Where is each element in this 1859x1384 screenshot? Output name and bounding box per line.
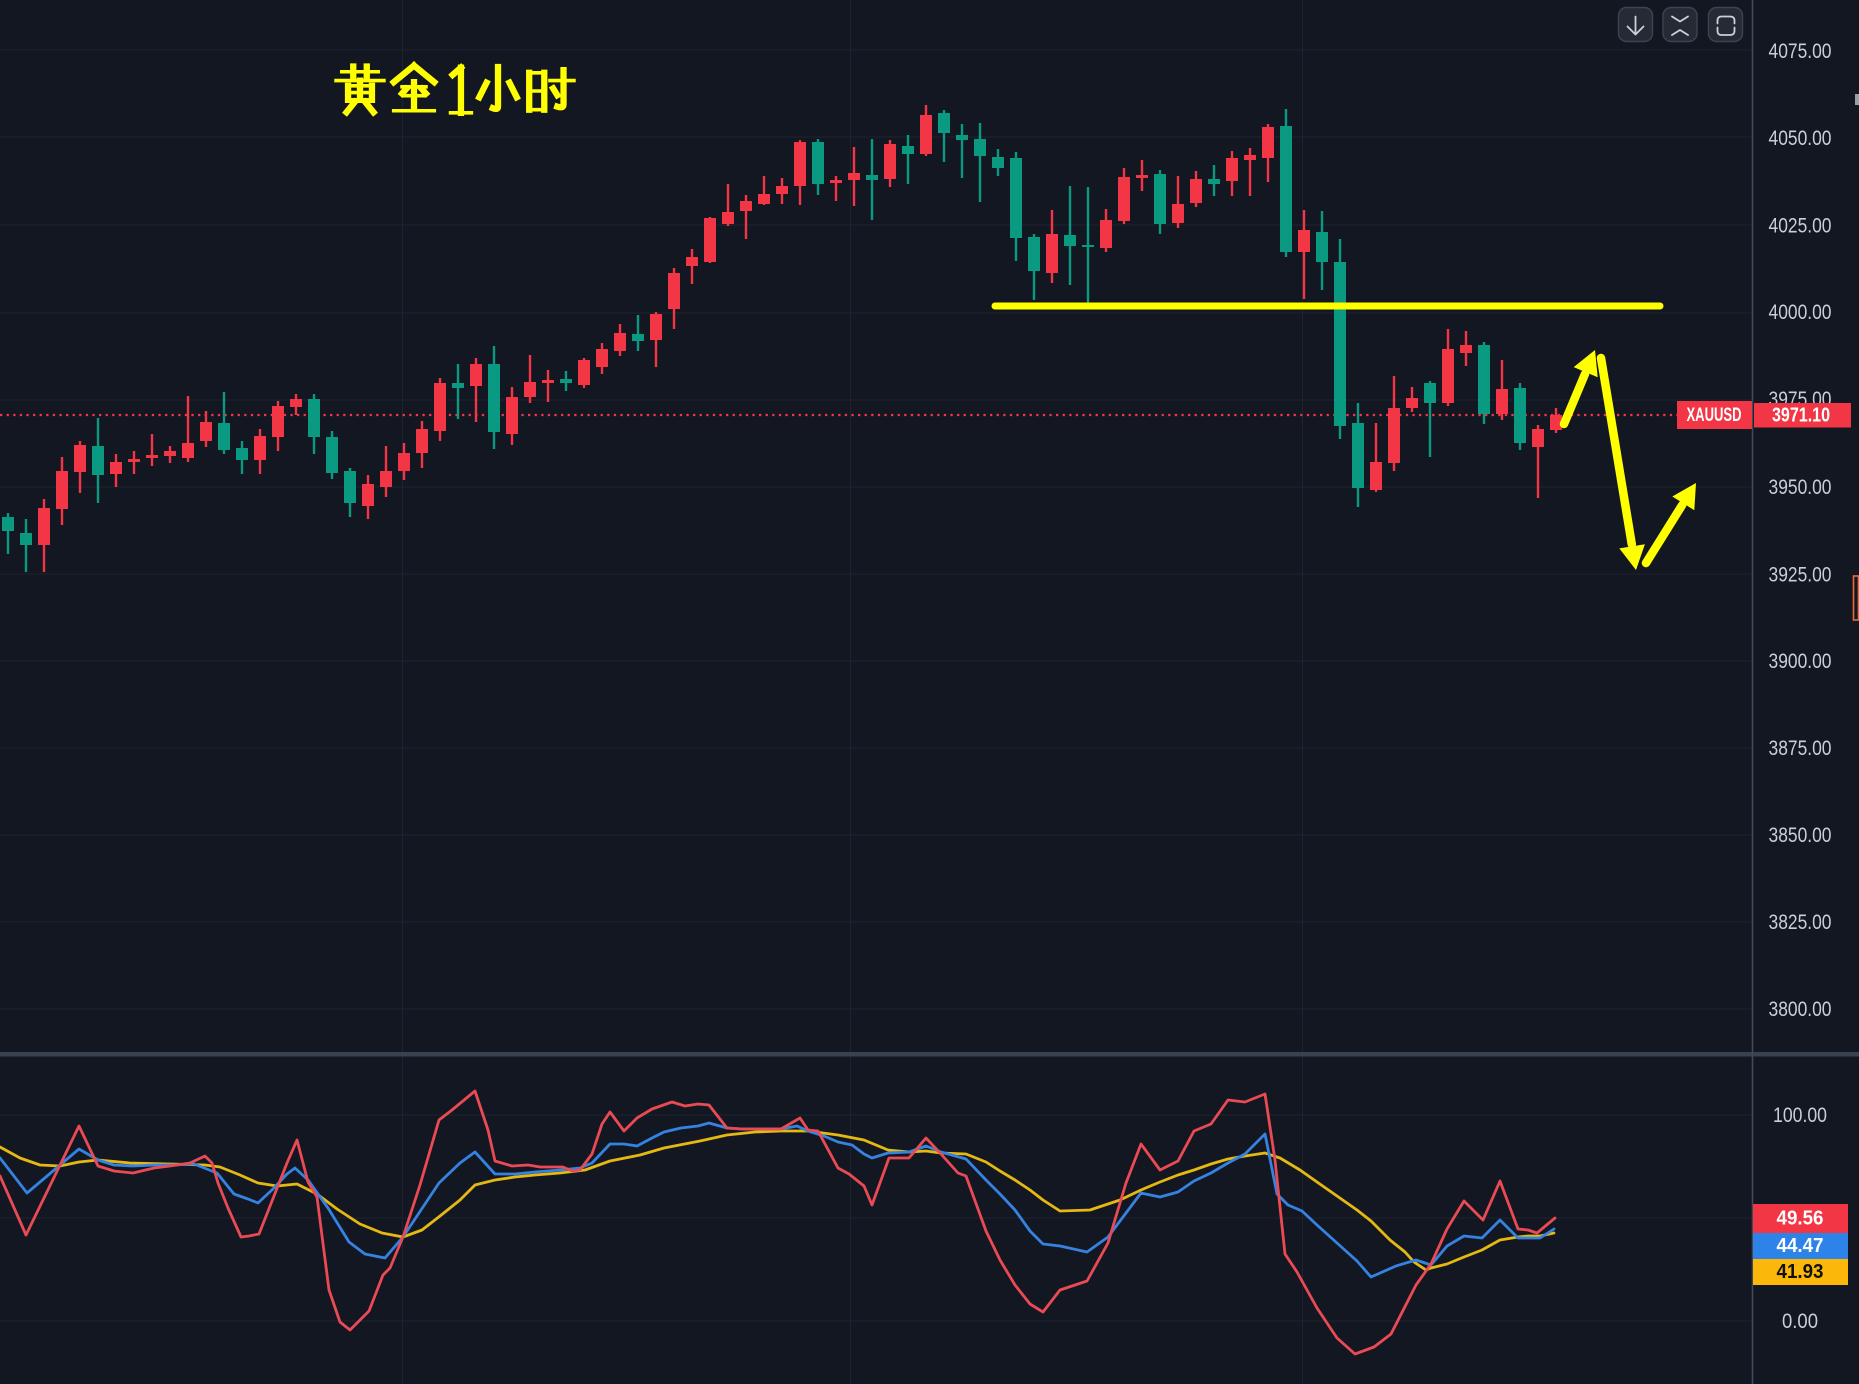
svg-text:4025.00: 4025.00 [1769,214,1832,238]
svg-text:44.47: 44.47 [1777,1235,1824,1257]
svg-text:3900.00: 3900.00 [1769,649,1832,673]
svg-text:3971.10: 3971.10 [1772,405,1830,427]
svg-text:3825.00: 3825.00 [1769,910,1832,934]
svg-text:3875.00: 3875.00 [1769,736,1832,760]
svg-text:100.00: 100.00 [1773,1103,1827,1127]
svg-text:0.00: 0.00 [1782,1309,1818,1333]
svg-text:3925.00: 3925.00 [1769,563,1832,587]
svg-text:XAUUSD: XAUUSD [1687,405,1742,426]
svg-text:41.93: 41.93 [1777,1261,1824,1283]
svg-text:4075.00: 4075.00 [1769,39,1832,63]
svg-text:3950.00: 3950.00 [1769,475,1832,499]
svg-text:3800.00: 3800.00 [1769,997,1832,1021]
svg-text:3850.00: 3850.00 [1769,823,1832,847]
svg-text:4000.00: 4000.00 [1769,300,1832,324]
svg-text:49.56: 49.56 [1777,1208,1824,1230]
svg-text:4050.00: 4050.00 [1769,126,1832,150]
